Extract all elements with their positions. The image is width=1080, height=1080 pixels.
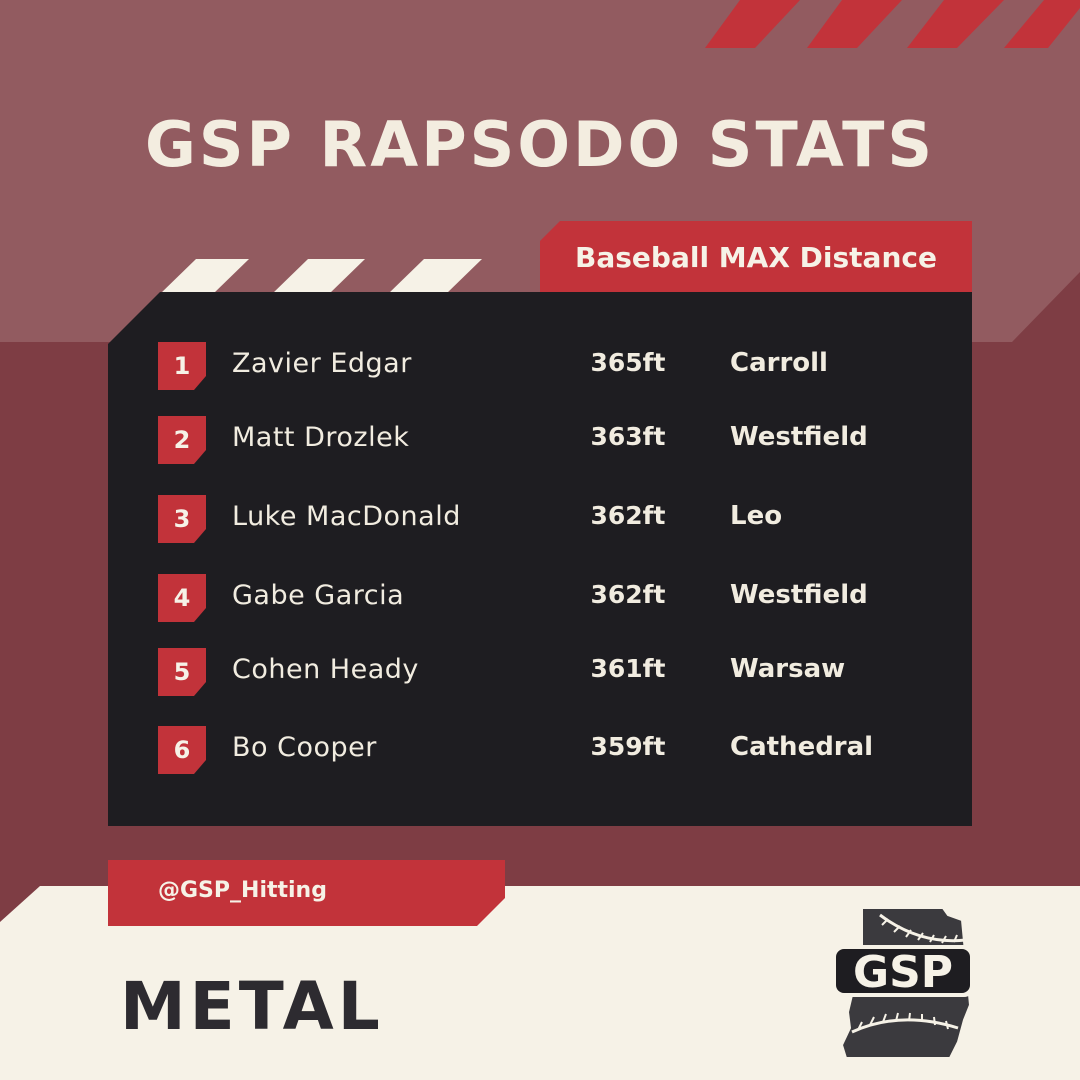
leaderboard-panel: 1 Zavier Edgar 365ft Carroll 2 Matt Droz…	[108, 292, 972, 826]
max-distance: 362ft	[590, 580, 666, 609]
school-name: Warsaw	[730, 654, 846, 684]
school-name: Westfield	[730, 580, 868, 610]
player-name: Cohen Heady	[232, 654, 419, 685]
rank-badge: 5	[158, 648, 206, 696]
leaderboard-row: 3 Luke MacDonald 362ft Leo	[108, 495, 972, 543]
school-name: Westfield	[730, 422, 868, 452]
leaderboard-row: 4 Gabe Garcia 362ft Westfield	[108, 574, 972, 622]
school-name: Carroll	[730, 348, 828, 378]
rank-badge: 4	[158, 574, 206, 622]
rank-badge: 6	[158, 726, 206, 774]
social-handle-tab	[108, 860, 505, 926]
logo-text: GSP	[853, 947, 953, 998]
rank-badge: 2	[158, 416, 206, 464]
max-distance: 362ft	[590, 501, 666, 530]
max-distance: 359ft	[590, 732, 666, 761]
max-distance: 365ft	[590, 348, 666, 377]
max-distance: 361ft	[590, 654, 666, 683]
page-title: GSP RAPSODO STATS	[144, 108, 936, 181]
school-name: Cathedral	[730, 732, 874, 762]
rank-badge: 3	[158, 495, 206, 543]
leaderboard-row: 2 Matt Drozlek 363ft Westfield	[108, 416, 972, 464]
category-label: Baseball MAX Distance	[540, 221, 972, 293]
player-name: Gabe Garcia	[232, 580, 405, 611]
player-name: Luke MacDonald	[232, 501, 461, 532]
decorative-cream-stripes	[160, 259, 482, 294]
leaderboard-row: 6 Bo Cooper 359ft Cathedral	[108, 726, 972, 774]
rank-badge: 1	[158, 342, 206, 390]
gsp-indiana-baseball-logo: GSP	[832, 907, 974, 1059]
school-name: Leo	[730, 501, 783, 531]
player-name: Matt Drozlek	[232, 422, 410, 453]
player-name: Zavier Edgar	[232, 348, 412, 379]
leaderboard-row: 1 Zavier Edgar 365ft Carroll	[108, 342, 972, 390]
decorative-red-stripes	[705, 0, 1080, 48]
social-handle: @GSP_Hitting	[158, 878, 327, 903]
max-distance: 363ft	[590, 422, 666, 451]
leaderboard-row: 5 Cohen Heady 361ft Warsaw	[108, 648, 972, 696]
category-label-text: Baseball MAX Distance	[575, 240, 937, 274]
bat-type-label: METAL	[120, 968, 384, 1045]
player-name: Bo Cooper	[232, 732, 377, 763]
